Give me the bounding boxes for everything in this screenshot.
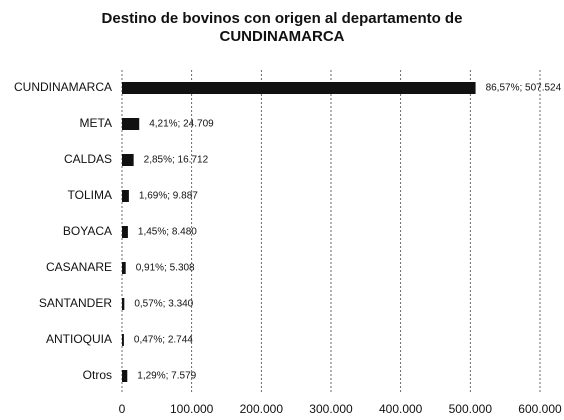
x-tick-label: 100.000 (170, 402, 214, 416)
y-tick-label: CUNDINAMARCA (14, 80, 112, 94)
bar (122, 154, 134, 166)
value-label: 1,29%; 7.579 (137, 371, 196, 382)
y-tick-label: Otros (83, 368, 112, 382)
y-tick-label: CASANARE (46, 260, 112, 274)
y-tick-label: BOYACA (63, 224, 112, 238)
x-tick-label: 600.000 (518, 402, 562, 416)
value-label: 0,91%; 5.308 (136, 263, 195, 274)
y-tick-label: TOLIMA (68, 188, 112, 202)
y-tick-label: ANTIOQUIA (46, 332, 112, 346)
bar (122, 262, 126, 274)
bar (122, 190, 129, 202)
value-label: 1,69%; 9.887 (139, 191, 198, 202)
value-label: 86,57%; 507.524 (486, 83, 562, 94)
bar (122, 118, 140, 130)
chart-title: Destino de bovinos con origen al departa… (101, 10, 463, 45)
bar (122, 226, 128, 238)
bar (122, 82, 476, 94)
bar (122, 298, 125, 310)
x-tick-label: 0 (119, 402, 126, 416)
value-label: 1,45%; 8.480 (138, 227, 197, 238)
y-tick-label: SANTANDER (39, 296, 112, 310)
x-tick-label: 300.000 (309, 402, 353, 416)
x-tick-label: 500.000 (449, 402, 493, 416)
y-tick-label: CALDAS (64, 152, 112, 166)
value-label: 2,85%; 16.712 (144, 155, 209, 166)
x-tick-label: 400.000 (379, 402, 423, 416)
value-label: 0,57%; 3.340 (134, 299, 193, 310)
y-tick-label: META (80, 116, 112, 130)
bar (122, 370, 128, 382)
x-tick-label: 200.000 (240, 402, 284, 416)
value-label: 0,47%; 2.744 (134, 335, 193, 346)
value-label: 4,21%; 24.709 (149, 119, 214, 130)
bar (122, 334, 124, 346)
